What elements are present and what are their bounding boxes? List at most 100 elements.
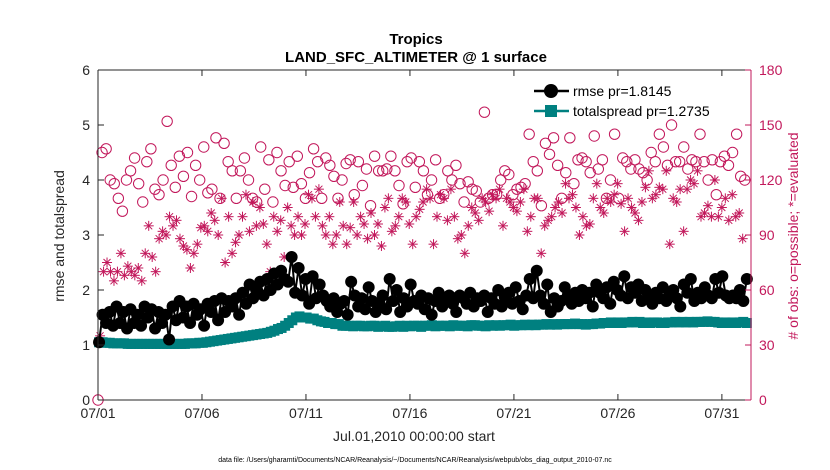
rmse-marker: [390, 284, 403, 296]
rmse-marker: [355, 292, 368, 305]
possible-obs-marker: [96, 146, 108, 159]
possible-obs-marker: [193, 174, 206, 186]
evaluated-obs-marker: [188, 248, 199, 259]
rmse-marker: [341, 308, 354, 321]
evaluated-obs-marker: [268, 211, 279, 222]
rmse-marker: [212, 314, 225, 327]
evaluated-obs-marker: [643, 165, 654, 176]
possible-obs-marker: [181, 146, 194, 159]
rmse-marker: [163, 333, 176, 346]
possible-obs-marker: [206, 183, 218, 195]
evaluated-obs-marker: [518, 184, 529, 195]
possible-obs-marker: [230, 192, 243, 205]
evaluated-obs-marker: [661, 165, 672, 176]
evaluated-obs-marker: [300, 219, 311, 229]
possible-obs-marker: [137, 196, 149, 208]
possible-obs-marker: [617, 152, 629, 164]
legend-spread-marker: [545, 105, 557, 117]
evaluated-obs-marker: [473, 215, 484, 226]
evaluated-obs-marker: [220, 257, 231, 268]
evaluated-obs-marker: [289, 230, 300, 240]
rmse-marker: [425, 308, 438, 321]
possible-obs-marker: [185, 190, 198, 203]
obs-count-layer: [92, 106, 751, 406]
evaluated-obs-marker: [129, 270, 140, 281]
evaluated-obs-marker: [143, 220, 154, 231]
evaluated-obs-marker: [327, 239, 338, 250]
spread-marker: [741, 318, 752, 328]
possible-obs-marker: [531, 165, 544, 177]
evaluated-obs-marker: [341, 239, 352, 250]
possible-obs-marker: [161, 115, 173, 128]
possible-obs-marker: [454, 177, 466, 190]
evaluated-obs-marker: [393, 211, 404, 222]
evaluated-obs-marker: [216, 193, 227, 204]
evaluated-obs-marker: [678, 226, 689, 237]
evaluated-obs-marker: [595, 202, 606, 213]
legend-spread-label: totalspread pr=1.2735: [573, 103, 710, 119]
rmse-marker: [537, 297, 550, 310]
evaluated-obs-marker: [313, 184, 324, 195]
possible-obs-marker: [665, 119, 678, 131]
evaluated-obs-marker: [372, 219, 383, 229]
evaluated-obs-marker: [428, 239, 439, 250]
possible-obs-marker: [698, 155, 710, 168]
evaluated-obs-marker: [491, 193, 502, 204]
evaluated-obs-marker: [723, 215, 734, 226]
evaluated-obs-marker: [466, 202, 477, 213]
evaluated-obs-marker: [550, 202, 561, 213]
y-right-tick-label: 120: [759, 172, 783, 188]
evaluated-obs-marker: [383, 193, 394, 204]
evaluated-obs-marker: [206, 208, 217, 218]
rmse-marker: [338, 295, 351, 307]
possible-obs-marker: [596, 154, 609, 166]
possible-obs-marker: [637, 166, 649, 179]
rmse-marker: [285, 251, 298, 263]
evaluated-obs-marker: [407, 239, 418, 250]
y-ticks-right: 0 30 60 90 120 150 180: [745, 62, 783, 408]
evaluated-obs-marker: [254, 202, 265, 213]
possible-obs-marker: [397, 198, 409, 210]
evaluated-obs-marker: [338, 220, 349, 231]
evaluated-obs-marker: [348, 197, 359, 207]
evaluated-obs-marker: [168, 220, 179, 231]
evaluated-obs-marker: [317, 220, 328, 231]
evaluated-obs-marker: [539, 220, 550, 231]
x-tick-label: 07/06: [184, 405, 219, 421]
rmse-marker: [313, 278, 326, 291]
possible-obs-marker: [657, 141, 670, 153]
possible-obs-marker: [255, 141, 267, 153]
spread-layer: [94, 311, 752, 349]
evaluated-obs-marker: [386, 226, 397, 237]
evaluated-obs-marker: [306, 193, 317, 204]
evaluated-obs-marker: [546, 211, 557, 222]
y-tick-label: 0: [82, 392, 90, 408]
evaluated-obs-marker: [504, 197, 515, 207]
possible-obs-marker: [564, 132, 576, 144]
evaluated-obs-marker: [716, 202, 727, 213]
possible-obs-marker: [543, 148, 556, 161]
evaluated-obs-marker: [390, 220, 401, 231]
evaluated-obs-marker: [557, 208, 568, 218]
possible-obs-marker: [458, 196, 470, 208]
possible-obs-marker: [446, 174, 458, 186]
possible-obs-marker: [324, 159, 336, 172]
evaluated-obs-marker: [355, 211, 366, 222]
evaluated-obs-marker: [619, 226, 630, 237]
possible-obs-marker: [588, 130, 600, 142]
evaluated-obs-marker: [692, 165, 703, 176]
evaluated-obs-marker: [334, 197, 345, 207]
evaluated-obs-marker: [359, 219, 370, 229]
evaluated-obs-marker: [161, 230, 172, 240]
possible-obs-marker: [202, 187, 214, 199]
y-tick-label: 6: [82, 62, 90, 78]
evaluated-obs-marker: [438, 193, 449, 204]
possible-obs-marker: [145, 143, 157, 155]
possible-obs-marker: [450, 159, 462, 172]
possible-obs-marker: [124, 165, 137, 177]
x-tick-label: 07/11: [289, 405, 323, 421]
possible-obs-marker: [198, 141, 210, 153]
y-right-tick-label: 0: [759, 392, 767, 408]
evaluated-obs-marker: [636, 197, 647, 207]
rmse-marker: [523, 273, 536, 285]
